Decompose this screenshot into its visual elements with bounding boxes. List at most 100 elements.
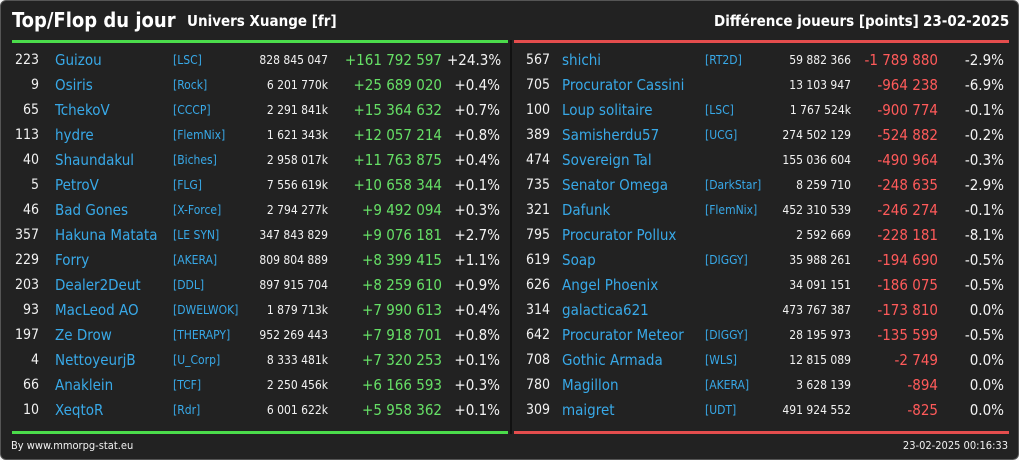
percent-change: -0.5% — [964, 251, 1004, 269]
alliance-tag-link[interactable]: [FlemNix] — [173, 128, 226, 142]
alliance-tag-link[interactable]: [AKERA] — [173, 253, 218, 267]
player-rank: 314 — [525, 302, 550, 318]
percent-change: +0.1% — [454, 351, 500, 369]
player-name-link[interactable]: Procurator Pollux — [562, 226, 677, 244]
alliance-tag-link[interactable]: [AKERA] — [705, 378, 750, 392]
points-difference: -1 789 880 — [864, 51, 938, 69]
alliance-tag-link[interactable]: [UDT] — [705, 403, 737, 417]
player-points: 2 958 017k — [266, 153, 328, 167]
alliance-tag-link[interactable]: [WLS] — [705, 353, 737, 367]
alliance-tag-link[interactable]: [DIGGY] — [705, 328, 748, 342]
player-name-link[interactable]: Loup solitaire — [562, 101, 653, 119]
alliance-tag-link[interactable]: [Biches] — [173, 153, 217, 167]
alliance-tag-link[interactable]: [DIGGY] — [705, 253, 748, 267]
alliance-tag-link[interactable]: [TCF] — [173, 378, 202, 392]
points-difference: -2 749 — [894, 351, 939, 369]
player-points: 1 621 343k — [266, 128, 328, 142]
alliance-tag-link[interactable]: [X-Force] — [173, 203, 222, 217]
table-row: 4 NettoyeurjB [U_Corp] 8 333 481k +7 320 253… — [1, 348, 509, 373]
player-name-link[interactable]: Bad Gones — [55, 201, 128, 219]
player-name-link[interactable]: Procurator Meteor — [562, 326, 684, 344]
player-name-link[interactable]: TchekoV — [55, 101, 110, 119]
top-accent-line-bottom — [12, 431, 508, 434]
alliance-tag-link[interactable]: [Rock] — [173, 78, 208, 92]
player-name-link[interactable]: galactica621 — [562, 301, 649, 319]
table-row: 567 shichi [RT2D] 59 882 366 -1 789 880 -2.9% — [512, 48, 1018, 73]
player-name-link[interactable]: Hakuna Matata — [55, 226, 158, 244]
player-name-link[interactable]: Guizou — [55, 51, 102, 69]
player-name-link[interactable]: Anaklein — [55, 376, 114, 394]
player-name-link[interactable]: Forry — [55, 251, 90, 269]
player-name-link[interactable]: Samisherdu57 — [562, 126, 660, 144]
alliance-tag-link[interactable]: [LSC] — [705, 103, 734, 117]
player-name-link[interactable]: Senator Omega — [562, 176, 668, 194]
player-name-link[interactable]: NettoyeurjB — [55, 351, 136, 369]
player-rank: 4 — [30, 352, 39, 368]
table-row: 314 galactica621 473 767 387 -173 810 0.0% — [512, 298, 1018, 323]
player-points: 7 556 619k — [266, 178, 328, 192]
alliance-tag-link[interactable]: [FlemNix] — [705, 203, 758, 217]
player-points: 155 036 604 — [782, 153, 851, 167]
table-row: 705 Procurator Cassini 13 103 947 -964 238 -… — [512, 73, 1018, 98]
player-name-link[interactable]: Osiris — [55, 76, 93, 94]
points-difference: +7 990 613 — [362, 301, 442, 319]
percent-change: +0.4% — [454, 301, 500, 319]
points-difference: +9 492 094 — [362, 201, 442, 219]
alliance-tag-link[interactable]: [FLG] — [173, 178, 203, 192]
player-rank: 203 — [14, 277, 39, 293]
percent-change: +0.1% — [454, 401, 500, 419]
player-name-link[interactable]: hydre — [55, 126, 94, 144]
player-name-link[interactable]: Soap — [562, 251, 596, 269]
alliance-tag-link[interactable]: [DarkStar] — [705, 178, 762, 192]
alliance-tag-link[interactable]: [THERAPY] — [173, 328, 231, 342]
player-points: 897 915 704 — [259, 278, 328, 292]
player-name-link[interactable]: Gothic Armada — [562, 351, 663, 369]
player-rank: 65 — [22, 102, 39, 118]
player-points: 452 310 539 — [782, 203, 851, 217]
points-difference: +7 320 253 — [362, 351, 442, 369]
points-difference: -825 — [907, 401, 938, 419]
player-name-link[interactable]: Sovereign Tal — [562, 151, 652, 169]
player-points: 8 333 481k — [266, 353, 328, 367]
percent-change: +0.8% — [454, 326, 500, 344]
percent-change: +0.8% — [454, 126, 500, 144]
player-name-link[interactable]: Shaundakul — [55, 151, 134, 169]
player-name-link[interactable]: shichi — [562, 51, 602, 69]
player-points: 274 502 129 — [782, 128, 851, 142]
player-points: 491 924 552 — [782, 403, 851, 417]
table-row: 5 PetroV [FLG] 7 556 619k +10 658 344 +0.1% — [1, 173, 509, 198]
player-name-link[interactable]: Dealer2Deut — [55, 276, 141, 294]
flop-accent-line-bottom — [514, 431, 1009, 434]
points-difference: -524 882 — [877, 126, 938, 144]
player-name-link[interactable]: Procurator Cassini — [562, 76, 685, 94]
table-row: 93 MacLeod AO [DWELWOK] 1 879 713k +7 990 61… — [1, 298, 509, 323]
alliance-tag-link[interactable]: [LE SYN] — [173, 228, 220, 242]
alliance-tag-link[interactable]: [RT2D] — [705, 53, 742, 67]
table-row: 203 Dealer2Deut [DDL] 897 915 704 +8 259 610… — [1, 273, 509, 298]
alliance-tag-link[interactable]: [LSC] — [173, 53, 202, 67]
player-name-link[interactable]: maigret — [562, 401, 615, 419]
points-difference: -246 274 — [877, 201, 938, 219]
points-difference: +10 658 344 — [353, 176, 442, 194]
points-difference: -228 181 — [877, 226, 938, 244]
player-points: 1 767 524k — [789, 103, 851, 117]
alliance-tag-link[interactable]: [DWELWOK] — [173, 303, 239, 317]
player-name-link[interactable]: MacLeod AO — [55, 301, 139, 319]
points-difference: +161 792 597 — [344, 51, 442, 69]
alliance-tag-link[interactable]: [DDL] — [173, 278, 205, 292]
player-name-link[interactable]: Angel Phoenix — [562, 276, 659, 294]
alliance-tag-link[interactable]: [Rdr] — [173, 403, 201, 417]
player-rank: 705 — [525, 77, 550, 93]
universe-subtitle: Univers Xuange [fr] — [187, 12, 337, 30]
player-name-link[interactable]: Ze Drow — [55, 326, 112, 344]
player-name-link[interactable]: PetroV — [55, 176, 99, 194]
alliance-tag-link[interactable]: [UCG] — [705, 128, 738, 142]
points-difference: +7 918 701 — [362, 326, 442, 344]
player-name-link[interactable]: XeqtoR — [55, 401, 104, 419]
percent-change: +0.4% — [454, 151, 500, 169]
player-name-link[interactable]: Magillon — [562, 376, 619, 394]
player-name-link[interactable]: Dafunk — [562, 201, 611, 219]
alliance-tag-link[interactable]: [U_Corp] — [173, 353, 221, 367]
points-difference: -900 774 — [877, 101, 938, 119]
alliance-tag-link[interactable]: [CCCP] — [173, 103, 211, 117]
